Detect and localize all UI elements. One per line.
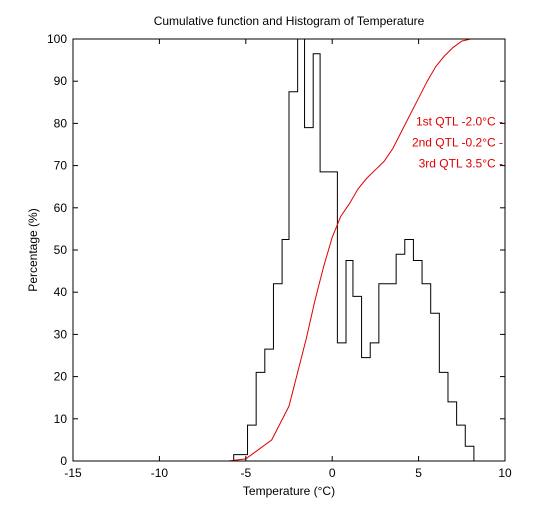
y-tick-label: 30	[54, 327, 68, 341]
y-tick-label: 80	[54, 116, 68, 130]
y-tick-label: 20	[54, 370, 68, 384]
y-tick-label: 70	[54, 159, 68, 173]
chart-title: Cumulative function and Histogram of Tem…	[154, 14, 425, 28]
x-tick-label: 5	[415, 466, 422, 480]
x-axis-title: Temperature (°C)	[243, 484, 335, 498]
x-tick-label: -15	[64, 466, 82, 480]
cumulative-line	[73, 38, 505, 462]
x-tick-label: -10	[151, 466, 169, 480]
y-tick-label: 10	[54, 412, 68, 426]
plot-frame	[72, 38, 506, 462]
x-tick-label: 10	[498, 466, 512, 480]
y-tick-label: 90	[54, 74, 68, 88]
y-axis-title: Percentage (%)	[26, 208, 40, 291]
y-tick-label: 60	[54, 201, 68, 215]
y-tick-label: 0	[60, 454, 67, 468]
y-tick-label: 100	[47, 32, 67, 46]
y-tick-label: 50	[54, 243, 68, 257]
y-tick-label: 40	[54, 285, 68, 299]
x-tick-label: 0	[329, 466, 336, 480]
series-layer	[73, 38, 505, 462]
histogram-line	[73, 38, 505, 462]
quartile-label: 3rd QTL 3.5°C -	[419, 156, 503, 170]
quartile-annotations: 1st QTL -2.0°C - 2nd QTL -0.2°C - 3rd QTL …	[412, 114, 503, 170]
x-tick-label: -5	[240, 466, 251, 480]
quartile-label: 2nd QTL -0.2°C -	[412, 135, 503, 149]
quartile-label: 1st QTL -2.0°C -	[416, 114, 503, 128]
